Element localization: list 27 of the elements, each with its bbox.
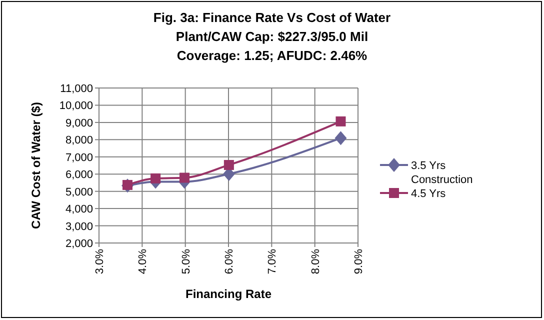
y-tick-label: 10,000: [59, 100, 93, 112]
x-tick-label: 6.0%: [224, 248, 236, 274]
y-tick-label: 11,000: [60, 83, 93, 95]
x-tick-label: 5.0%: [180, 248, 192, 274]
x-axis-title: Financing Rate: [185, 287, 272, 301]
chart-title: Fig. 3a: Finance Rate Vs Cost of Water Plant/CAW Cap: $227.3/95.0 Mil Coverage: 1.25; AFUDC: 2.46%: [153, 10, 391, 63]
y-tick-label: 6,000: [65, 169, 93, 182]
point: [336, 116, 346, 126]
y-tick-label: 5,000: [65, 186, 93, 198]
y-tick-label: 8,000: [65, 134, 93, 147]
point: [150, 173, 161, 184]
y-tick-label: 3,000: [65, 220, 93, 233]
point: [224, 160, 234, 170]
legend-label: 4.5 Yrs: [411, 188, 446, 200]
point: [179, 172, 190, 183]
x-tick-label: 4.0%: [137, 248, 150, 274]
y-tick-label: 9,000: [65, 117, 93, 130]
x-tick-label: 8.0%: [310, 248, 322, 274]
x-tick-label: 7.0%: [266, 248, 279, 274]
y-tick-label: 2,000: [65, 238, 93, 250]
legend-label: 3.5 Yrs Construction: [411, 160, 473, 186]
y-tick-label: 7,000: [65, 152, 93, 164]
x-tick-label: 9.0%: [353, 248, 365, 274]
point: [334, 131, 347, 146]
y-tick-label: 4,000: [65, 204, 93, 216]
x-tick-label: 3.0%: [94, 248, 106, 274]
y-axis-title: CAW Cost of Water ($): [29, 102, 43, 229]
